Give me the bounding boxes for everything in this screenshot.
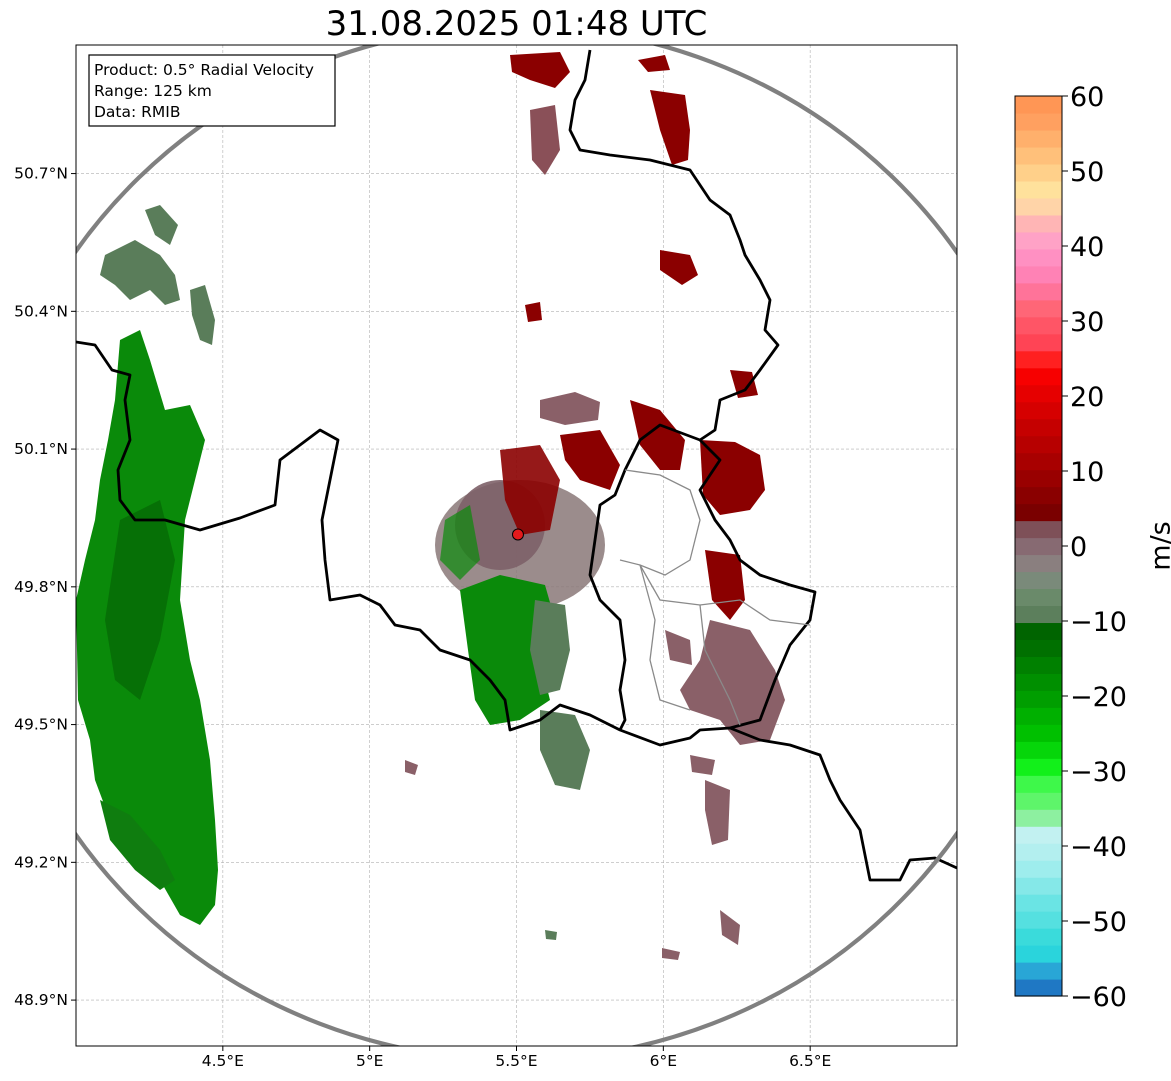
colorbar-segment (1015, 690, 1062, 708)
colorbar-segment (1015, 758, 1062, 776)
colorbar-segment (1015, 163, 1062, 182)
colorbar-segment (1015, 299, 1062, 318)
colorbar-segment (1015, 452, 1062, 471)
colorbar-segment (1015, 384, 1062, 403)
colorbar-segment (1015, 214, 1062, 233)
colorbar-segment (1015, 588, 1062, 607)
admin-borders (619, 469, 811, 726)
colorbar-tick-label: −50 (1070, 907, 1127, 938)
x-tick-label: 6°E (650, 1052, 677, 1070)
colorbar-segment (1015, 622, 1062, 640)
colorbar-segment (1015, 520, 1062, 539)
colorbar-segments (1015, 96, 1062, 997)
echo-west-approaching (76, 205, 218, 925)
colorbar-segment (1015, 860, 1062, 878)
colorbar-segment (1015, 605, 1062, 624)
colorbar-tick-label: −20 (1070, 682, 1127, 713)
y-tick-label: 48.9°N (14, 991, 68, 1009)
y-tick-label: 49.5°N (14, 716, 68, 734)
colorbar-segment (1015, 673, 1062, 691)
colorbar-segment (1015, 979, 1062, 997)
colorbar-segment (1015, 894, 1062, 912)
colorbar-tick-label: 60 (1070, 82, 1104, 113)
colorbar-segment (1015, 554, 1062, 573)
colorbar-segment (1015, 333, 1062, 352)
x-tick-label: 6.5°E (789, 1052, 831, 1070)
colorbar-segment (1015, 911, 1062, 929)
colorbar-tick-label: 10 (1070, 457, 1104, 488)
colorbar-tick-label: 0 (1070, 532, 1087, 563)
colorbar-segment (1015, 129, 1062, 148)
x-tick-label: 5.5°E (495, 1052, 537, 1070)
colorbar-segment (1015, 571, 1062, 590)
y-tick-label: 50.4°N (14, 302, 68, 320)
colorbar-segment (1015, 843, 1062, 861)
axis-ticks: 4.5°E 5°E 5.5°E 6°E 6.5°E 50.7°N 50.4°N 50.1°N 4… (14, 165, 831, 1070)
colorbar-segment (1015, 877, 1062, 895)
colorbar-segment (1015, 96, 1062, 114)
colorbar-segment (1015, 503, 1062, 522)
echo-central-clutter (435, 392, 620, 610)
colorbar-segment (1015, 809, 1062, 827)
colorbar-segment (1015, 435, 1062, 454)
info-source: Data: RMIB (94, 103, 181, 121)
colorbar-segment (1015, 418, 1062, 437)
echo-south-approaching (460, 575, 590, 790)
info-box: Product: 0.5° Radial Velocity Range: 125… (88, 54, 336, 127)
colorbar-segment (1015, 945, 1062, 963)
colorbar-segment (1015, 775, 1062, 793)
colorbar-segment (1015, 962, 1062, 980)
colorbar-segment (1015, 724, 1062, 742)
colorbar-segment (1015, 265, 1062, 284)
info-range: Range: 125 km (94, 82, 212, 100)
colorbar-segment (1015, 146, 1062, 165)
radar-site-marker (511, 528, 524, 541)
colorbar-tick-label: −60 (1070, 982, 1127, 1013)
colorbar-segment (1015, 350, 1062, 369)
x-tick-label: 4.5°E (202, 1052, 244, 1070)
colorbar-segment (1015, 367, 1062, 386)
colorbar-tick-label: −30 (1070, 757, 1127, 788)
colorbar-segment (1015, 707, 1062, 725)
y-tick-label: 49.2°N (14, 853, 68, 871)
colorbar-tick-label: −10 (1070, 607, 1127, 638)
colorbar-segment (1015, 741, 1062, 759)
colorbar-tick-label: 20 (1070, 382, 1104, 413)
echo-southeast-scatter (405, 755, 740, 960)
colorbar-ticks: 60 50 40 30 20 10 0 −10 −20 −30 −40 −50 −60 (1062, 82, 1127, 1013)
colorbar-segment (1015, 248, 1062, 267)
country-borders (76, 49, 957, 882)
colorbar-segment (1015, 112, 1062, 131)
colorbar-segment (1015, 469, 1062, 488)
colorbar-segment (1015, 486, 1062, 505)
colorbar-segment (1015, 197, 1062, 216)
colorbar-segment (1015, 928, 1062, 946)
colorbar-tick-label: 50 (1070, 157, 1104, 188)
x-tick-label: 5°E (356, 1052, 383, 1070)
radar-echoes (76, 52, 785, 960)
colorbar-tick-label: 30 (1070, 307, 1104, 338)
colorbar-segment (1015, 792, 1062, 810)
colorbar-segment (1015, 231, 1062, 250)
colorbar-segment (1015, 639, 1062, 657)
map-title: 31.08.2025 01:48 UTC (325, 4, 708, 44)
y-tick-label: 50.7°N (14, 165, 68, 183)
colorbar-segment (1015, 656, 1062, 674)
y-tick-label: 49.8°N (14, 578, 68, 596)
colorbar-segment (1015, 180, 1062, 199)
colorbar-segment (1015, 401, 1062, 420)
colorbar-segment (1015, 282, 1062, 301)
y-tick-label: 50.1°N (14, 440, 68, 458)
colorbar-segment (1015, 316, 1062, 335)
info-product: Product: 0.5° Radial Velocity (94, 61, 314, 79)
colorbar-segment (1015, 826, 1062, 844)
colorbar-segment (1015, 537, 1062, 556)
colorbar: 60 50 40 30 20 10 0 −10 −20 −30 −40 −50 −60 m/s (1014, 82, 1171, 1013)
colorbar-tick-label: −40 (1070, 832, 1127, 863)
colorbar-unit: m/s (1146, 521, 1171, 570)
colorbar-tick-label: 40 (1070, 232, 1104, 263)
echo-north-receding (510, 52, 698, 322)
